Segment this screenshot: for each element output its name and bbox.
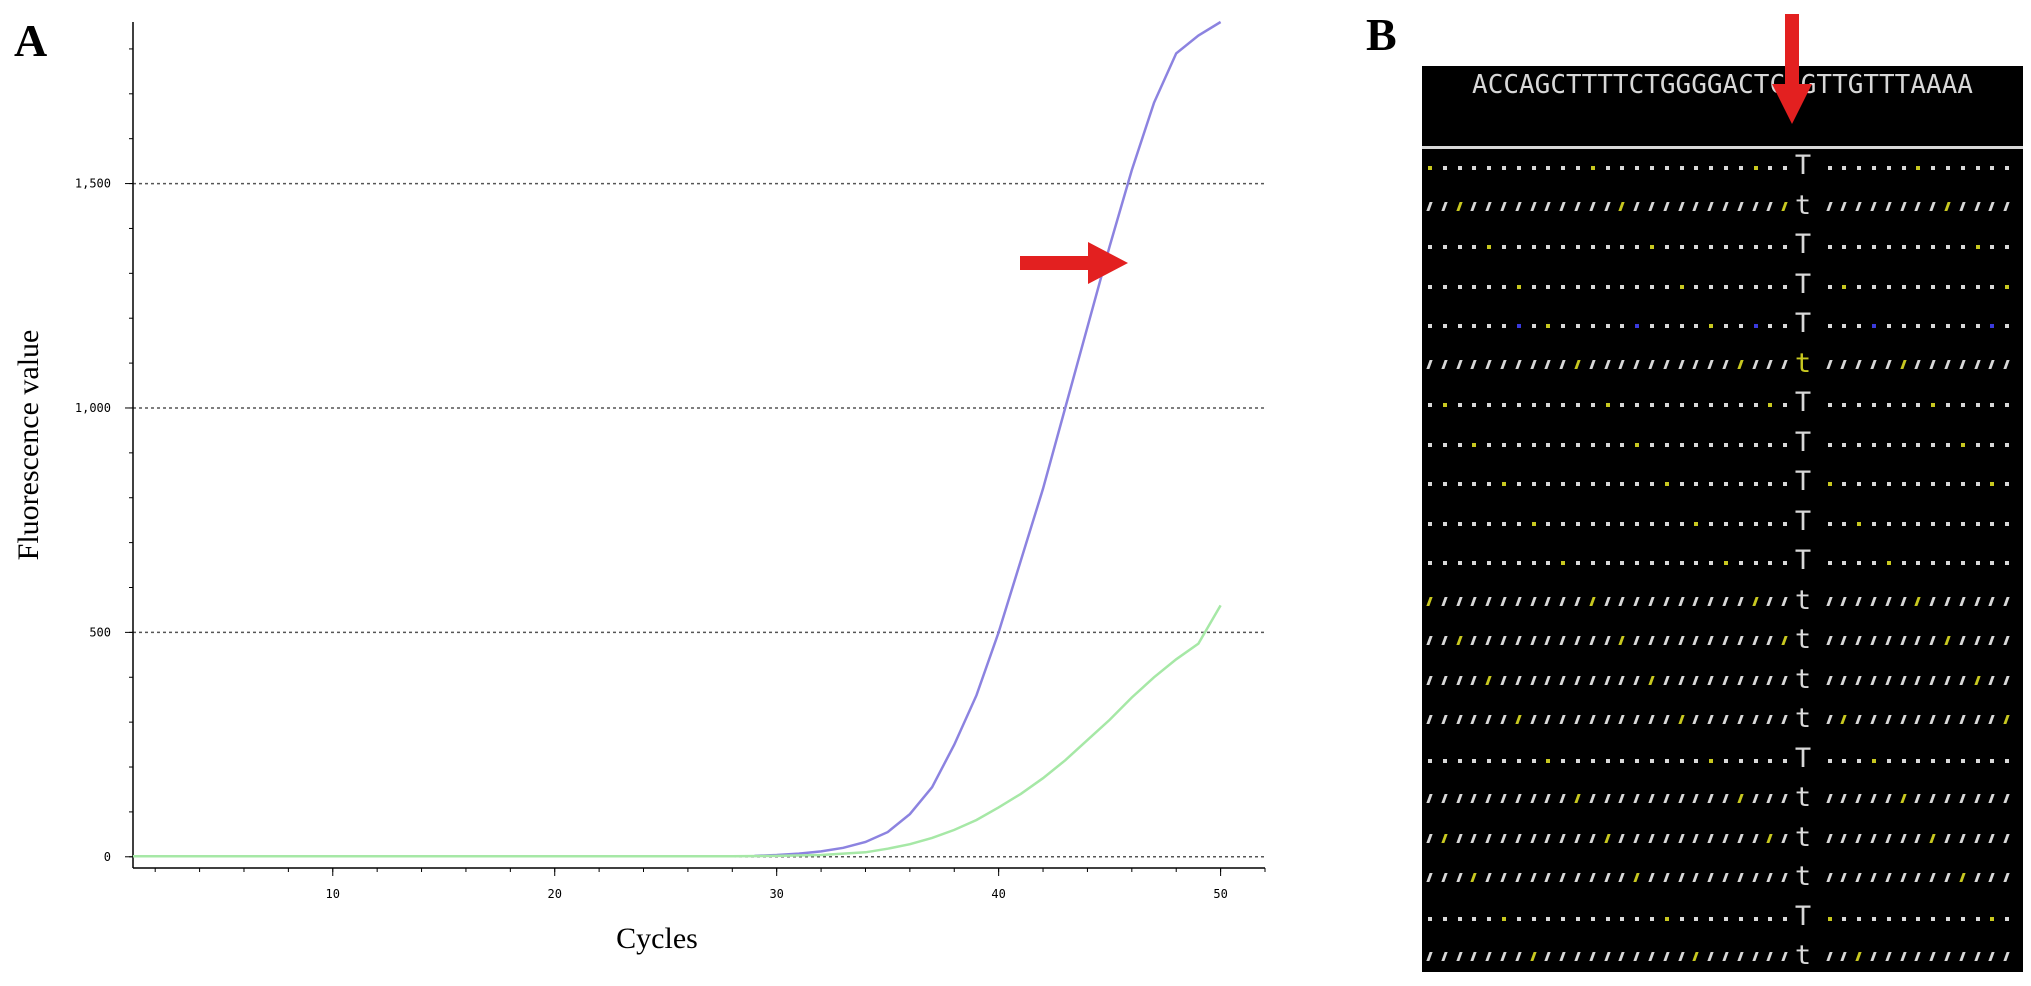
read-alignment-marks <box>1422 239 2023 255</box>
reference-divider <box>1422 146 2023 149</box>
read-variant-base: T <box>1794 268 1812 300</box>
read-variant-base: t <box>1794 861 1812 892</box>
read-alignment-marks <box>1422 279 2023 295</box>
read-variant-base: T <box>1794 742 1812 774</box>
read-variant-base: T <box>1794 426 1812 458</box>
reference-sequence: ACCAGCTTTTCTGGGGACTCCGTTGTTTAAAA <box>1472 70 1973 100</box>
grid-lines <box>133 182 1265 858</box>
read-row: t <box>1422 190 2023 226</box>
read-alignment-marks <box>1422 634 2023 650</box>
read-variant-base: t <box>1794 940 1812 971</box>
y-tick-label: 1,000 <box>75 401 111 415</box>
read-variant-base: t <box>1794 624 1812 655</box>
read-row: t <box>1422 861 2023 897</box>
read-row: T <box>1422 743 2023 779</box>
read-alignment-marks <box>1422 318 2023 334</box>
read-row: t <box>1422 782 2023 818</box>
read-alignment-marks <box>1422 713 2023 729</box>
read-alignment-marks <box>1422 437 2023 453</box>
read-variant-base: T <box>1794 387 1812 418</box>
x-tick-label: 10 <box>326 887 340 901</box>
read-variant-base: T <box>1794 545 1812 576</box>
read-row: T <box>1422 387 2023 423</box>
read-alignment-marks <box>1422 911 2023 927</box>
read-row: T <box>1422 506 2023 542</box>
read-variant-base: t <box>1794 189 1812 221</box>
read-variant-base: T <box>1794 505 1812 537</box>
series-lines <box>133 20 1222 858</box>
read-alignment-marks <box>1422 753 2023 769</box>
read-row: T <box>1422 229 2023 265</box>
read-row: t <box>1422 624 2023 660</box>
read-row: t <box>1422 348 2023 384</box>
read-variant-base: t <box>1794 703 1812 734</box>
read-alignment-marks <box>1422 160 2023 176</box>
read-variant-base: t <box>1794 782 1812 813</box>
read-row: T <box>1422 545 2023 581</box>
read-row: T <box>1422 269 2023 305</box>
amplification-chart: 0 500 1,000 1,500 10 20 30 40 50 Cycles Fluoresc… <box>12 20 1266 955</box>
read-row: t <box>1422 664 2023 700</box>
x-tick-label: 30 <box>769 887 783 901</box>
read-alignment-marks <box>1422 397 2023 413</box>
red-arrow-down-annotation <box>1772 14 1812 124</box>
panel-a-label: A <box>14 15 48 66</box>
panel-b-label: B <box>1366 9 1397 60</box>
read-row: t <box>1422 940 2023 972</box>
read-variant-base: t <box>1794 347 1812 379</box>
read-variant-base: t <box>1794 584 1812 616</box>
read-row: T <box>1422 150 2023 186</box>
read-variant-base: T <box>1794 150 1812 181</box>
read-alignment-marks <box>1422 358 2023 374</box>
read-variant-base: T <box>1794 308 1812 339</box>
read-row: t <box>1422 703 2023 739</box>
read-alignment-marks <box>1422 476 2023 492</box>
annotations <box>1020 242 1128 284</box>
read-alignment-marks <box>1422 200 2023 216</box>
read-variant-base: T <box>1794 229 1812 260</box>
red-arrow-annotation <box>1020 242 1128 284</box>
read-variant-base: t <box>1794 821 1812 853</box>
read-row: T <box>1422 427 2023 463</box>
read-row: t <box>1422 585 2023 621</box>
read-variant-base: t <box>1794 663 1812 695</box>
read-alignment-marks <box>1422 516 2023 532</box>
read-alignment-marks <box>1422 871 2023 887</box>
read-alignment-marks <box>1422 555 2023 571</box>
y-tick-label: 1,500 <box>75 177 111 191</box>
read-alignment-marks <box>1422 792 2023 808</box>
read-variant-base: T <box>1794 900 1812 932</box>
read-row: T <box>1422 308 2023 344</box>
read-row: t <box>1422 822 2023 858</box>
x-tick-label: 40 <box>991 887 1005 901</box>
y-tick-label: 500 <box>89 625 111 639</box>
read-alignment-marks <box>1422 832 2023 848</box>
tick-labels: 0 500 1,000 1,500 10 20 30 40 50 <box>75 177 1228 901</box>
series-line-2 <box>133 604 1222 858</box>
x-tick-label: 20 <box>547 887 561 901</box>
x-tick-label: 50 <box>1213 887 1227 901</box>
read-row: T <box>1422 466 2023 502</box>
y-tick-label: 0 <box>104 850 111 864</box>
read-variant-base: T <box>1794 466 1812 497</box>
series-line-1 <box>754 20 1222 858</box>
y-axis-title: Fluorescence value <box>12 330 45 561</box>
read-alignment-marks <box>1422 595 2023 611</box>
read-row: T <box>1422 901 2023 937</box>
read-alignment-marks <box>1422 674 2023 690</box>
axes <box>125 22 1266 876</box>
read-alignment-marks <box>1422 950 2023 966</box>
x-axis-title: Cycles <box>616 922 698 955</box>
